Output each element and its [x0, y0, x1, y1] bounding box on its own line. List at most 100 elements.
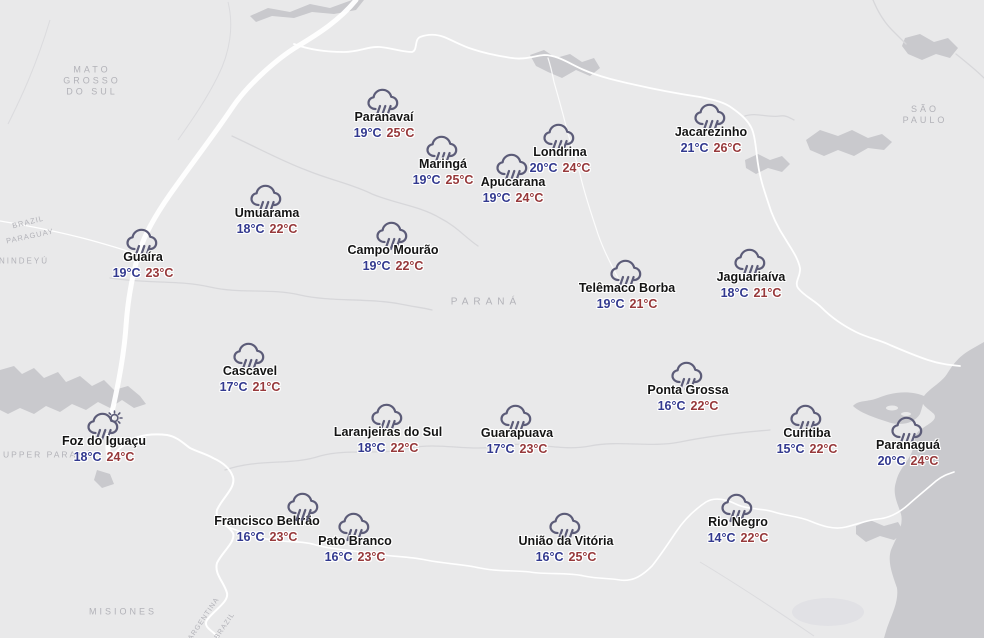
temp-min: 16°C: [324, 550, 353, 564]
city-marker-pato-branco[interactable]: Pato Branco 16°C 23°C: [280, 510, 430, 565]
temp-min: 17°C: [219, 380, 248, 394]
city-temps: 19°C 24°C: [438, 191, 588, 206]
city-temps: 17°C 23°C: [442, 442, 592, 457]
urban-area: [792, 598, 864, 626]
temp-min: 18°C: [357, 441, 386, 455]
city-marker-campo-mourao[interactable]: Campo Mourão 19°C 22°C: [318, 219, 468, 274]
temp-max: 22°C: [740, 531, 769, 545]
argentina-border: [109, 433, 235, 638]
state-borders: [0, 0, 961, 638]
city-name: Cascavel: [222, 364, 278, 378]
city-marker-cascavel[interactable]: Cascavel 17°C 21°C: [175, 340, 325, 395]
city-name: Paranavaí: [354, 110, 414, 124]
city-temps: 19°C 23°C: [68, 266, 218, 281]
city-name: União da Vitória: [518, 534, 614, 548]
north-border: [293, 33, 701, 98]
temp-max: 22°C: [390, 441, 419, 455]
ocean: [884, 342, 984, 638]
temp-min: 21°C: [680, 141, 709, 155]
city-temps: 18°C 22°C: [192, 222, 342, 237]
city-name: Maringá: [419, 157, 467, 171]
temp-max: 25°C: [445, 173, 474, 187]
temp-max: 24°C: [910, 454, 939, 468]
city-name: Jacarezinho: [674, 125, 748, 139]
temp-max: 21°C: [252, 380, 281, 394]
city-marker-uniao-da-vitoria[interactable]: União da Vitória 16°C 25°C: [491, 510, 641, 565]
roads: [7, 1, 815, 637]
city-marker-francisco-beltrao[interactable]: Francisco Beltrão 16°C 23°C: [192, 490, 342, 545]
city-name: Laranjeiras do Sul: [333, 425, 443, 439]
temp-max: 24°C: [106, 450, 135, 464]
city-marker-jaguariaiva[interactable]: Jaguariaíva 18°C 21°C: [676, 246, 826, 301]
city-marker-guaira[interactable]: Guaíra 19°C 23°C: [68, 226, 218, 281]
city-marker-umuarama[interactable]: Umuarama 18°C 22°C: [192, 182, 342, 237]
temp-max: 23°C: [145, 266, 174, 280]
city-marker-guarapuava[interactable]: Guarapuava 17°C 23°C: [442, 402, 592, 457]
temp-min: 19°C: [353, 126, 382, 140]
city-temps: 19°C 25°C: [368, 173, 518, 188]
city-temps: 18°C 21°C: [676, 286, 826, 301]
temp-min: 16°C: [535, 550, 564, 564]
temp-min: 19°C: [362, 259, 391, 273]
city-marker-apucarana[interactable]: Apucarana 19°C 24°C: [438, 151, 588, 206]
temp-min: 19°C: [596, 297, 625, 311]
city-marker-foz-do-iguacu[interactable]: Foz do Iguaçu 18°C 24°C: [29, 410, 179, 465]
city-temps: 14°C 22°C: [663, 531, 813, 546]
temp-min: 16°C: [236, 530, 265, 544]
city-name: Apucarana: [480, 175, 546, 189]
city-temps: 19°C 22°C: [318, 259, 468, 274]
city-name: Campo Mourão: [347, 243, 439, 257]
temp-min: 18°C: [73, 450, 102, 464]
city-temps: 17°C 21°C: [175, 380, 325, 395]
city-marker-telemaco-borba[interactable]: Telêmaco Borba 19°C 21°C: [552, 257, 702, 312]
temp-max: 26°C: [713, 141, 742, 155]
temp-max: 21°C: [629, 297, 658, 311]
city-marker-paranavai[interactable]: Paranavaí 19°C 25°C: [309, 86, 459, 141]
east-border: [699, 96, 961, 367]
temp-min: 18°C: [720, 286, 749, 300]
city-name: Curitiba: [783, 426, 831, 440]
city-name: Francisco Beltrão: [214, 514, 320, 528]
temp-max: 23°C: [519, 442, 548, 456]
city-name: Pato Branco: [318, 534, 392, 548]
city-temps: 16°C 25°C: [491, 550, 641, 565]
city-temps: 15°C 22°C: [732, 442, 882, 457]
city-name: Umuarama: [234, 206, 300, 220]
city-temps: 21°C 26°C: [636, 141, 786, 156]
temp-min: 19°C: [412, 173, 441, 187]
city-temps: 20°C 24°C: [833, 454, 983, 469]
lakes: [0, 0, 958, 542]
temp-max: 23°C: [269, 530, 298, 544]
temp-min: 20°C: [529, 161, 558, 175]
paraguay-border: [0, 220, 143, 257]
temp-max: 22°C: [690, 399, 719, 413]
temp-max: 24°C: [562, 161, 591, 175]
city-name: Foz do Iguaçu: [61, 434, 147, 448]
tibagi-river: [547, 57, 623, 287]
city-marker-paranagua[interactable]: Paranaguá 20°C 24°C: [833, 414, 983, 469]
temp-max: 22°C: [809, 442, 838, 456]
lake: [856, 520, 904, 542]
city-marker-curitiba[interactable]: Curitiba 15°C 22°C: [732, 402, 882, 457]
lake: [745, 154, 790, 174]
temp-min: 17°C: [486, 442, 515, 456]
city-marker-londrina[interactable]: Londrina 20°C 24°C: [485, 121, 635, 176]
city-marker-ponta-grossa[interactable]: Ponta Grossa 16°C 22°C: [613, 359, 763, 414]
river: [109, 277, 433, 311]
city-marker-jacarezinho[interactable]: Jacarezinho 21°C 26°C: [636, 101, 786, 156]
river: [744, 113, 795, 121]
lake: [530, 50, 600, 78]
city-marker-rio-negro[interactable]: Rio Negro 14°C 22°C: [663, 491, 813, 546]
city-name: Londrina: [533, 145, 587, 159]
rivers-gray: [109, 0, 984, 471]
city-marker-laranjeiras-do-sul[interactable]: Laranjeiras do Sul 18°C 22°C: [313, 401, 463, 456]
city-temps: 16°C 23°C: [280, 550, 430, 565]
city-name: Jaguariaíva: [716, 270, 786, 284]
temp-min: 20°C: [877, 454, 906, 468]
city-marker-maringa[interactable]: Maringá 19°C 25°C: [368, 133, 518, 188]
city-temps: 18°C 24°C: [29, 450, 179, 465]
bay-island: [886, 405, 898, 411]
city-name: Guarapuava: [480, 426, 554, 440]
river: [224, 429, 771, 471]
